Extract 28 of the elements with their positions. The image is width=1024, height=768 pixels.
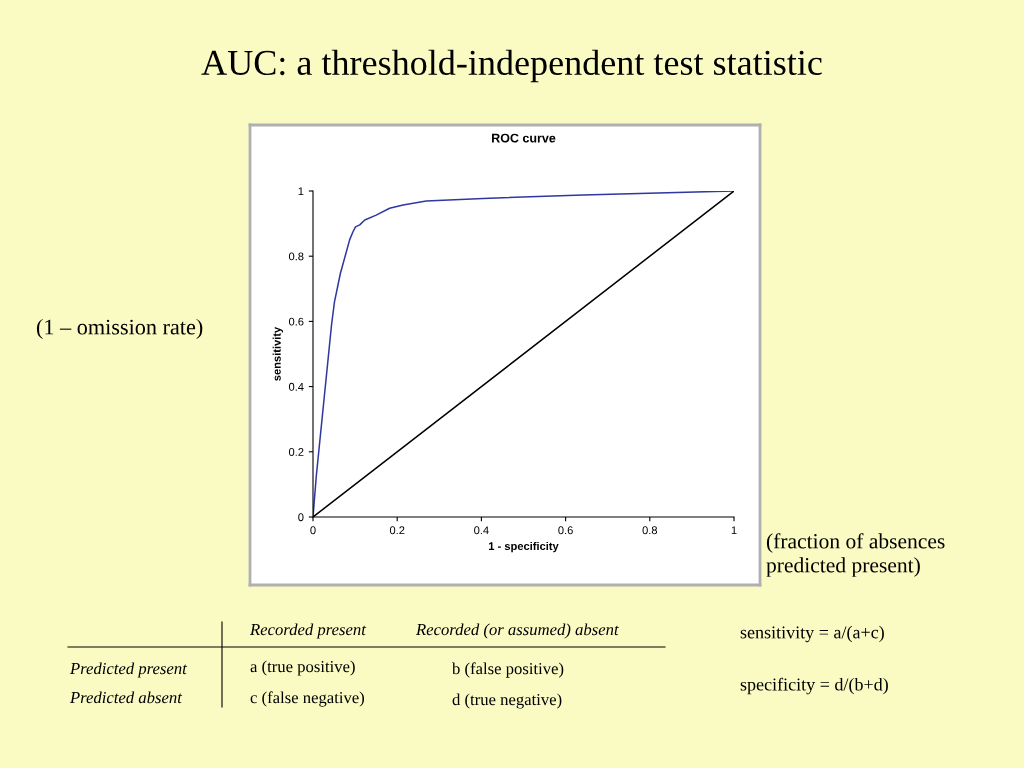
- text: c (false negative): [250, 691, 365, 707]
- x-tick-label: 0.4: [474, 526, 489, 535]
- text: d (true negative): [452, 693, 562, 709]
- text: (1 – omission rate): [36, 318, 203, 340]
- text: sensitivity = a/(a+c): [740, 625, 884, 643]
- text: (fraction of absences predicted present): [766, 533, 945, 577]
- y-axis-title: sensitivity: [272, 326, 283, 381]
- y-tick-label: 1: [298, 187, 304, 196]
- x-tick-label: 0: [310, 526, 316, 535]
- text: Recorded (or assumed) absent: [415, 623, 619, 639]
- text: Predicted present: [69, 662, 188, 678]
- text: AUC: a threshold-independent test statistic: [201, 49, 822, 83]
- x-axis-title: 1 - specificity: [489, 541, 559, 553]
- x-tick-label: 0.6: [558, 526, 573, 535]
- text: b (false positive): [452, 662, 564, 678]
- y-tick-label: 0: [298, 513, 304, 522]
- x-tick-label: 0.8: [642, 526, 658, 535]
- y-tick-label: 0.4: [288, 382, 304, 391]
- y-tick-label: 0.2: [288, 448, 304, 456]
- y-tick-label: 0.6: [288, 317, 304, 326]
- text: specificity = d/(b+d): [740, 677, 888, 695]
- x-tick-label: 1: [731, 526, 737, 535]
- text: a (true positive): [250, 660, 355, 676]
- text: Predicted absent: [69, 691, 183, 704]
- chart-title: ROC curve: [492, 133, 556, 143]
- y-tick-label: 0.8: [288, 252, 304, 261]
- x-tick-label: 0.2: [389, 526, 405, 535]
- text: Recorded present: [249, 623, 367, 639]
